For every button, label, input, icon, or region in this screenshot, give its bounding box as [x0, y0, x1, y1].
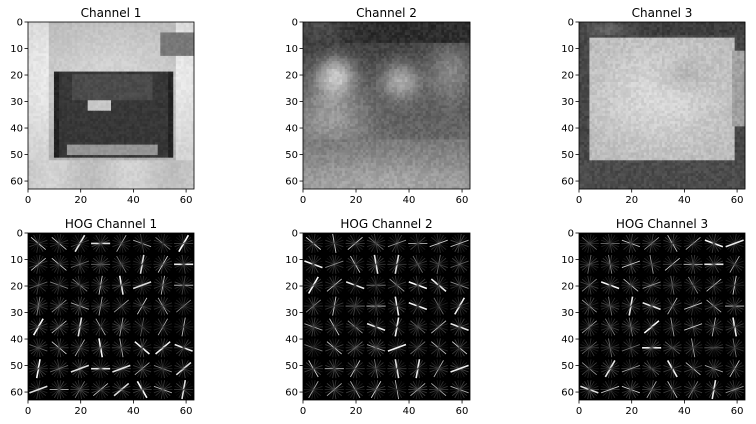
- y-tick-label: 40: [10, 335, 23, 346]
- x-tick-label: 40: [403, 406, 416, 417]
- x-tick-label: 20: [74, 195, 87, 206]
- y-tick-label: 30: [285, 308, 298, 319]
- axes-frame: [578, 232, 746, 401]
- panel-title: HOG Channel 2: [340, 217, 432, 231]
- y-tick-label: 0: [17, 18, 23, 29]
- hog-background: [303, 233, 470, 400]
- y-tick-label: 0: [292, 18, 298, 29]
- image-pixels: [28, 22, 195, 190]
- x-tick-label: 20: [74, 406, 87, 417]
- y-tick-label: 0: [568, 229, 574, 240]
- x-tick-label: 60: [731, 406, 744, 417]
- x-tick-label: 60: [180, 195, 193, 206]
- x-tick-label: 20: [625, 406, 638, 417]
- y-tick-label: 0: [17, 229, 23, 240]
- x-tick-label: 60: [180, 406, 193, 417]
- panel-title: HOG Channel 1: [65, 217, 157, 231]
- y-tick-label: 20: [561, 282, 574, 293]
- y-tick-label: 50: [561, 361, 574, 372]
- x-tick-label: 40: [678, 195, 691, 206]
- y-tick-label: 20: [285, 282, 298, 293]
- axes-frame: [27, 232, 195, 401]
- y-tick-label: 0: [568, 18, 574, 29]
- y-tick-label: 60: [285, 388, 298, 399]
- y-tick-label: 30: [10, 308, 23, 319]
- y-tick-label: 10: [10, 255, 23, 266]
- y-tick-label: 60: [10, 388, 23, 399]
- y-tick-label: 50: [561, 150, 574, 161]
- y-tick-label: 40: [561, 124, 574, 135]
- axes-frame: [578, 21, 746, 190]
- x-tick-label: 0: [576, 195, 582, 206]
- y-tick-label: 40: [10, 124, 23, 135]
- hog-gradient-strokes: [579, 233, 745, 400]
- x-tick-label: 20: [350, 195, 363, 206]
- hog-gradient-strokes: [28, 233, 194, 400]
- y-tick-label: 50: [285, 150, 298, 161]
- y-tick-label: 30: [285, 97, 298, 108]
- y-tick-label: 10: [285, 255, 298, 266]
- x-tick-label: 0: [300, 195, 306, 206]
- y-tick-label: 50: [10, 361, 23, 372]
- x-tick-label: 0: [576, 406, 582, 417]
- x-tick-label: 60: [731, 195, 744, 206]
- y-tick-label: 60: [285, 177, 298, 188]
- y-tick-label: 30: [561, 97, 574, 108]
- x-tick-label: 40: [127, 195, 140, 206]
- y-tick-label: 30: [561, 308, 574, 319]
- axes-frame: [27, 21, 195, 190]
- y-tick-label: 10: [561, 255, 574, 266]
- x-tick-label: 60: [456, 195, 469, 206]
- y-tick-label: 50: [10, 150, 23, 161]
- y-tick-label: 40: [285, 335, 298, 346]
- x-tick-label: 40: [127, 406, 140, 417]
- y-tick-label: 20: [10, 71, 23, 82]
- x-tick-label: 0: [25, 195, 31, 206]
- image-pixels: [579, 22, 746, 190]
- y-tick-label: 20: [561, 71, 574, 82]
- y-tick-label: 20: [285, 71, 298, 82]
- panel-title: Channel 2: [356, 6, 417, 20]
- panel-title: HOG Channel 3: [616, 217, 708, 231]
- x-tick-label: 60: [456, 406, 469, 417]
- y-tick-label: 50: [285, 361, 298, 372]
- y-tick-label: 20: [10, 282, 23, 293]
- y-tick-label: 60: [10, 177, 23, 188]
- x-tick-label: 20: [625, 195, 638, 206]
- axes-frame: [302, 232, 471, 401]
- y-tick-label: 10: [10, 44, 23, 55]
- x-tick-label: 0: [300, 406, 306, 417]
- x-tick-label: 20: [350, 406, 363, 417]
- y-tick-label: 10: [285, 44, 298, 55]
- y-tick-label: 0: [292, 229, 298, 240]
- axes-frame: [302, 21, 471, 190]
- image-pixels: [303, 22, 471, 190]
- y-tick-label: 60: [561, 388, 574, 399]
- y-tick-label: 10: [561, 44, 574, 55]
- y-tick-label: 40: [285, 124, 298, 135]
- panel-title: Channel 3: [632, 6, 693, 20]
- y-tick-label: 30: [10, 97, 23, 108]
- hog-gradient-strokes: [303, 233, 470, 400]
- hog-background: [28, 233, 194, 400]
- x-tick-label: 0: [25, 406, 31, 417]
- y-tick-label: 60: [561, 177, 574, 188]
- x-tick-label: 40: [403, 195, 416, 206]
- hog-background: [579, 233, 745, 400]
- panel-title: Channel 1: [81, 6, 142, 20]
- y-tick-label: 40: [561, 335, 574, 346]
- x-tick-label: 40: [678, 406, 691, 417]
